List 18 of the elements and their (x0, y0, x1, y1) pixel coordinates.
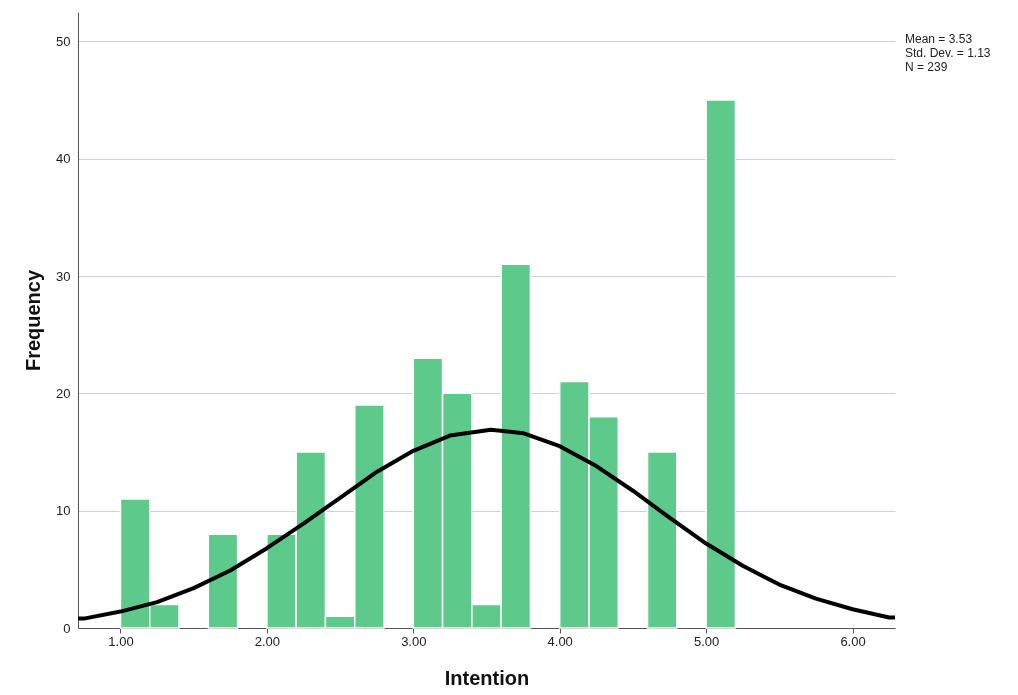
x-axis-title: Intention (444, 666, 530, 689)
x-tick-label: 5.00 (693, 633, 720, 649)
x-tick-label: 2.00 (254, 633, 281, 649)
y-tick-label: 40 (56, 151, 71, 167)
text: Mean = 3.53 (905, 32, 973, 46)
x-tick-label: 1.00 (108, 633, 134, 649)
x-tick-label: 3.00 (401, 633, 427, 649)
y-tick-label: 50 (56, 33, 71, 49)
x-tick-label: 4.00 (547, 633, 573, 649)
y-tick-label: 10 (56, 503, 71, 519)
y-tick-label: 20 (56, 385, 71, 401)
text: Std. Dev. = 1.13 (905, 46, 991, 60)
x-tick-label: 6.00 (840, 633, 866, 649)
y-tick-label: 0 (63, 620, 71, 636)
text: N = 239 (905, 60, 948, 74)
y-tick-label: 30 (56, 268, 71, 284)
y-axis-title: Frequency (22, 269, 45, 372)
line-series (78, 427, 895, 621)
